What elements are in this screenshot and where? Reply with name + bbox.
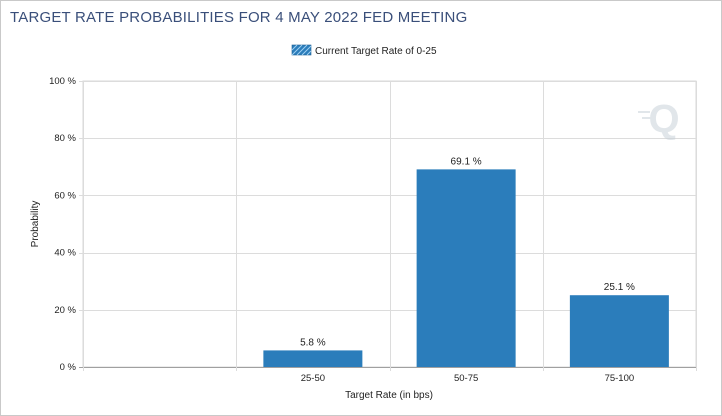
- bars-group: [263, 169, 669, 367]
- watermark-logo: Q: [638, 97, 680, 141]
- x-tick-label: 50-75: [454, 373, 478, 384]
- y-tick-label: 80 %: [54, 133, 76, 144]
- bar-25-50: [263, 350, 363, 367]
- y-tick-label: 40 %: [54, 248, 76, 259]
- y-tick-labels: 0 % 20 % 40 % 60 % 80 % 100 %: [49, 76, 76, 373]
- y-tick-label: 100 %: [49, 76, 76, 87]
- legend: Current Target Rate of 0-25: [291, 44, 437, 57]
- x-tick-label: 25-50: [301, 373, 325, 384]
- data-label: 5.8 %: [300, 337, 326, 348]
- grid-lines: [79, 80, 697, 371]
- x-axis-title: Target Rate (in bps): [345, 390, 433, 401]
- data-label: 25.1 %: [604, 282, 635, 293]
- y-tick-label: 0 %: [60, 362, 77, 373]
- bar-50-75: [416, 169, 516, 367]
- x-tick-label: 75-100: [605, 373, 635, 384]
- bar-75-100: [569, 295, 669, 367]
- x-tick-labels: 25-50 50-75 75-100: [301, 373, 634, 384]
- y-tick-label: 20 %: [54, 305, 76, 316]
- data-label: 69.1 %: [451, 156, 482, 167]
- y-tick-label: 60 %: [54, 190, 76, 201]
- data-labels: 5.8 % 69.1 % 25.1 %: [300, 156, 635, 348]
- legend-label: Current Target Rate of 0-25: [315, 46, 437, 57]
- watermark-letter: Q: [648, 97, 679, 141]
- y-axis-title: Probability: [30, 201, 41, 248]
- chart-title: TARGET RATE PROBABILITIES FOR 4 MAY 2022…: [10, 9, 468, 26]
